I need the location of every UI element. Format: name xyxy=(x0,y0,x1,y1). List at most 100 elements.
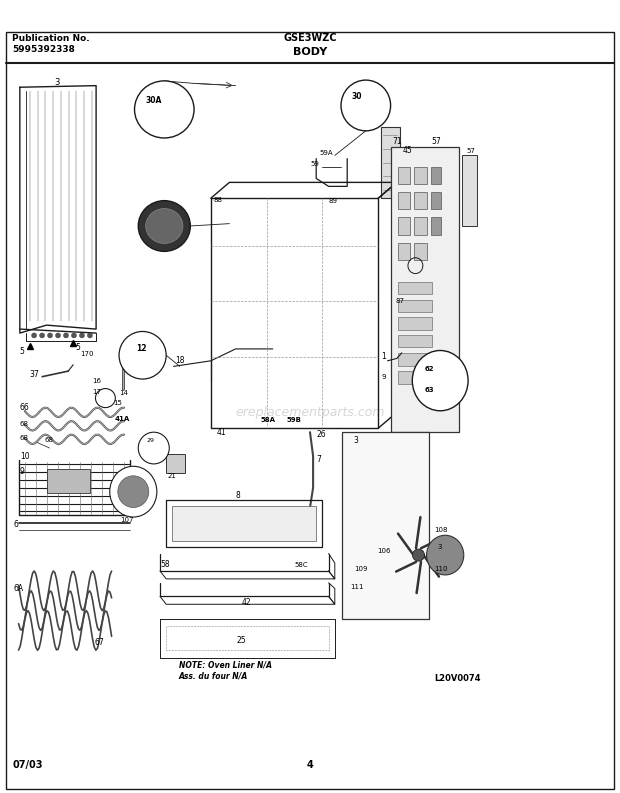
Text: 8: 8 xyxy=(236,491,241,500)
Text: 12: 12 xyxy=(136,344,146,354)
Text: 59: 59 xyxy=(310,161,319,167)
Text: GSE3WZC: GSE3WZC xyxy=(283,33,337,43)
Ellipse shape xyxy=(135,81,194,138)
Text: 59B: 59B xyxy=(286,417,301,423)
Text: BODY: BODY xyxy=(293,47,327,56)
Circle shape xyxy=(32,333,37,338)
Ellipse shape xyxy=(341,80,391,131)
Text: 1: 1 xyxy=(381,352,386,362)
Text: 89: 89 xyxy=(329,198,338,205)
Circle shape xyxy=(40,333,45,338)
Bar xyxy=(172,506,316,541)
Text: 25: 25 xyxy=(237,636,247,646)
Circle shape xyxy=(87,333,92,338)
Text: Publication No.: Publication No. xyxy=(12,33,90,43)
Text: 30: 30 xyxy=(352,92,362,102)
Text: 170: 170 xyxy=(81,351,94,357)
Bar xyxy=(342,432,429,619)
Bar xyxy=(462,155,477,226)
Bar xyxy=(431,167,441,184)
Circle shape xyxy=(79,333,84,338)
Bar xyxy=(166,454,185,473)
Text: Ass. du four N/A: Ass. du four N/A xyxy=(179,671,248,680)
Ellipse shape xyxy=(146,209,183,243)
Circle shape xyxy=(71,333,76,338)
Text: 18: 18 xyxy=(175,356,184,366)
Text: 15: 15 xyxy=(113,400,122,406)
Text: 7A: 7A xyxy=(127,358,137,368)
Text: 68: 68 xyxy=(20,421,29,427)
Text: 41: 41 xyxy=(217,427,227,437)
Bar xyxy=(398,335,432,347)
Text: L20V0074: L20V0074 xyxy=(434,673,481,683)
Ellipse shape xyxy=(138,201,190,251)
Text: 21: 21 xyxy=(167,473,176,479)
Circle shape xyxy=(48,333,53,338)
Circle shape xyxy=(63,333,68,338)
Text: 58C: 58C xyxy=(294,561,308,568)
Ellipse shape xyxy=(138,432,169,464)
Bar xyxy=(431,217,441,235)
Text: 41A: 41A xyxy=(115,416,130,422)
Text: 68: 68 xyxy=(45,437,54,443)
Bar xyxy=(46,469,90,493)
Text: 30A: 30A xyxy=(146,96,162,105)
Bar xyxy=(398,167,410,184)
Text: 68: 68 xyxy=(20,435,29,441)
Text: 111: 111 xyxy=(350,584,364,590)
Text: 57: 57 xyxy=(431,136,441,146)
Text: 71: 71 xyxy=(392,136,402,146)
Text: 29: 29 xyxy=(146,439,154,443)
Text: 3: 3 xyxy=(55,78,60,87)
Bar xyxy=(398,217,410,235)
Text: 14: 14 xyxy=(119,390,128,396)
Bar xyxy=(398,282,432,294)
Ellipse shape xyxy=(412,351,468,411)
Text: 42: 42 xyxy=(242,598,252,607)
Text: 16: 16 xyxy=(92,377,101,384)
Text: 45: 45 xyxy=(403,146,413,155)
Bar xyxy=(398,317,432,330)
Bar xyxy=(381,127,400,198)
Bar xyxy=(398,371,432,384)
Ellipse shape xyxy=(118,476,149,508)
Text: 4: 4 xyxy=(307,760,313,770)
Text: 67: 67 xyxy=(94,638,104,647)
Text: 5995392338: 5995392338 xyxy=(12,45,75,55)
Text: 7: 7 xyxy=(316,455,321,465)
Text: 59B: 59B xyxy=(146,216,161,222)
Bar xyxy=(391,147,459,432)
Text: 108: 108 xyxy=(435,527,448,533)
Text: 58A: 58A xyxy=(260,417,275,423)
Text: 107: 107 xyxy=(120,517,134,523)
Ellipse shape xyxy=(427,535,464,575)
Text: 57: 57 xyxy=(466,147,475,154)
Text: 3: 3 xyxy=(438,544,442,550)
Text: 07/03: 07/03 xyxy=(12,760,43,770)
Text: 5: 5 xyxy=(19,347,24,356)
Text: 37: 37 xyxy=(29,370,39,379)
Text: 59A: 59A xyxy=(319,150,333,156)
Text: 109: 109 xyxy=(355,566,368,573)
Text: 6: 6 xyxy=(14,520,19,530)
Text: 66: 66 xyxy=(20,403,30,412)
Circle shape xyxy=(56,333,61,338)
Text: 63: 63 xyxy=(425,387,435,393)
Text: 10: 10 xyxy=(20,452,30,462)
Text: 88: 88 xyxy=(214,197,223,203)
Bar xyxy=(414,192,427,209)
Bar xyxy=(398,300,432,312)
Text: 110: 110 xyxy=(434,566,448,573)
Text: 58: 58 xyxy=(160,560,170,569)
Bar xyxy=(431,192,441,209)
Text: NOTE: Oven Liner N/A: NOTE: Oven Liner N/A xyxy=(179,660,272,669)
Bar xyxy=(398,353,432,366)
Text: 3: 3 xyxy=(353,435,358,445)
Bar xyxy=(414,167,427,184)
Ellipse shape xyxy=(110,466,157,517)
Text: 87: 87 xyxy=(396,298,405,305)
Text: 5: 5 xyxy=(76,343,81,352)
Text: 17: 17 xyxy=(92,389,101,395)
Bar xyxy=(414,217,427,235)
Bar xyxy=(414,243,427,260)
